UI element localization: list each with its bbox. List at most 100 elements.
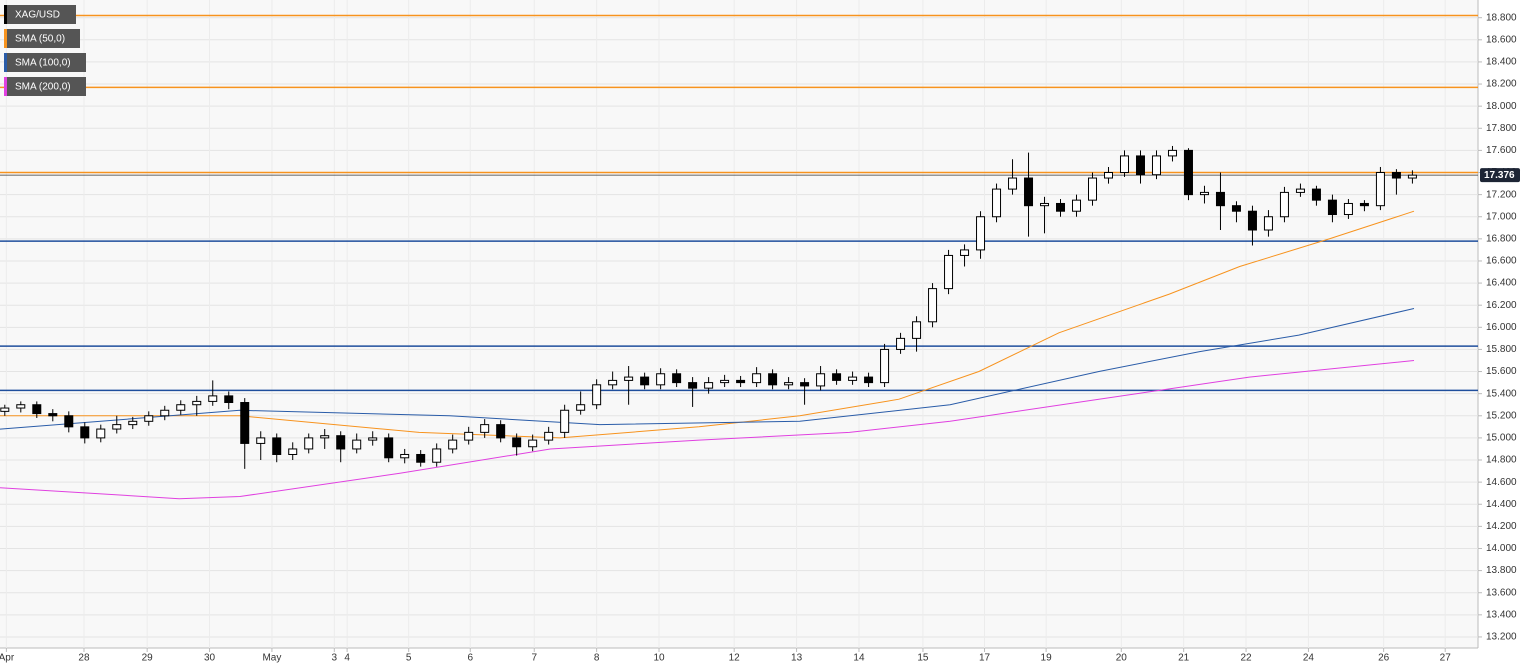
candle-body <box>480 424 490 433</box>
x-tick-label: 13 <box>791 653 803 664</box>
candle-body <box>864 376 874 384</box>
candle-body <box>1359 202 1369 207</box>
x-tick-label: 24 <box>1303 653 1315 664</box>
candle-body <box>416 453 426 463</box>
candle-body <box>1215 191 1225 207</box>
x-tick-label: 15 <box>917 653 929 664</box>
candle-body <box>944 254 954 290</box>
candle-body <box>592 384 602 406</box>
sma-lines <box>0 210 1415 500</box>
y-tick-label: 15.400 <box>1486 388 1517 399</box>
candle-body <box>1279 191 1289 218</box>
candle-body <box>1167 149 1177 157</box>
candle-body <box>160 409 170 417</box>
candle-body <box>240 402 250 444</box>
legend-box <box>4 77 86 96</box>
candle-body <box>1024 177 1034 207</box>
x-tick-label: 10 <box>653 653 665 664</box>
candle-body <box>816 373 826 387</box>
x-tick-label: 30 <box>204 653 216 664</box>
axes: 13.200 13.400 13.600 13.800 14.000 14.200 14.4… <box>0 12 1520 664</box>
candle-body <box>1247 210 1257 231</box>
y-tick-label: 14.200 <box>1486 521 1517 532</box>
y-tick-label: 17.000 <box>1486 211 1517 222</box>
candle-body <box>1263 216 1273 231</box>
legend-swatch <box>4 53 7 72</box>
candle-body <box>928 288 938 323</box>
candle-body <box>1407 174 1417 179</box>
x-tick-label: 19 <box>1041 653 1053 664</box>
candle-body <box>1295 188 1305 193</box>
candle-body <box>1072 199 1082 212</box>
legend-box <box>4 29 80 48</box>
x-tick-label: 8 <box>594 653 600 664</box>
candle-body <box>224 395 234 404</box>
legend: XAG/USD SMA (50,0) SMA (100,0) SMA (200,0) <box>4 5 86 96</box>
candle-body <box>1183 149 1193 196</box>
candle-body <box>704 382 714 389</box>
x-tick-label: 7 <box>531 653 537 664</box>
candle-body <box>432 448 442 463</box>
y-tick-label: 16.600 <box>1486 256 1517 267</box>
y-tick-label: 16.800 <box>1486 233 1517 244</box>
candle-body <box>528 439 538 448</box>
legend-label: SMA (100,0) <box>15 58 71 69</box>
legend-swatch <box>4 29 7 48</box>
y-tick-label: 17.800 <box>1486 123 1517 134</box>
candle-body <box>1375 172 1385 207</box>
candle-body <box>496 424 506 439</box>
y-tick-label: 14.600 <box>1486 477 1517 488</box>
candle-body <box>768 373 778 386</box>
candle-body <box>1311 188 1321 201</box>
y-tick-label: 15.200 <box>1486 410 1517 421</box>
candle-body <box>992 188 1002 218</box>
candle-body <box>320 435 330 439</box>
candle-body <box>1391 172 1401 179</box>
candle-body <box>64 415 74 428</box>
sma-line <box>0 360 1415 500</box>
candle-body <box>512 437 522 448</box>
y-tick-label: 13.600 <box>1486 587 1517 598</box>
candle-body <box>1056 202 1066 212</box>
y-tick-label: 18.400 <box>1486 57 1517 68</box>
x-tick-label: May <box>262 653 281 664</box>
candle-body <box>112 424 122 430</box>
candle-body <box>288 448 298 455</box>
candle-body <box>1119 155 1129 174</box>
candle-body <box>576 404 586 411</box>
y-tick-label: 13.200 <box>1486 632 1517 643</box>
candle-body <box>960 249 970 256</box>
candle-body <box>1104 172 1113 179</box>
candle-body <box>976 216 986 251</box>
candle-body <box>656 373 666 386</box>
legend-swatch <box>4 77 7 96</box>
y-tick-label: 17.200 <box>1486 189 1517 200</box>
candle-body <box>784 382 794 386</box>
candle-body <box>304 437 314 450</box>
candle-body <box>1231 205 1241 212</box>
candle-body <box>736 379 746 384</box>
y-tick-label: 14.400 <box>1486 499 1517 510</box>
candle-body <box>640 376 650 386</box>
y-tick-label: 13.400 <box>1486 609 1517 620</box>
candle-body <box>272 437 282 455</box>
candle-body <box>912 321 922 339</box>
x-tick-label: 12 <box>729 653 741 664</box>
candle-body <box>832 373 842 381</box>
x-tick-label: 5 <box>406 653 412 664</box>
candle-body <box>352 439 362 450</box>
candle-body <box>80 426 90 439</box>
y-tick-label: 15.600 <box>1486 366 1517 377</box>
sma-line <box>0 308 1415 430</box>
sma-line <box>0 210 1415 439</box>
candle-body <box>624 376 634 381</box>
candle-body <box>464 431 474 441</box>
y-tick-label: 14.000 <box>1486 543 1517 554</box>
candle-body <box>128 420 138 426</box>
x-tick-label: 29 <box>142 653 154 664</box>
y-tick-label: 15.000 <box>1486 433 1517 444</box>
y-tick-label: 15.800 <box>1486 344 1517 355</box>
candles <box>0 145 1417 469</box>
candle-body <box>720 379 730 384</box>
candle-body <box>1151 155 1161 176</box>
